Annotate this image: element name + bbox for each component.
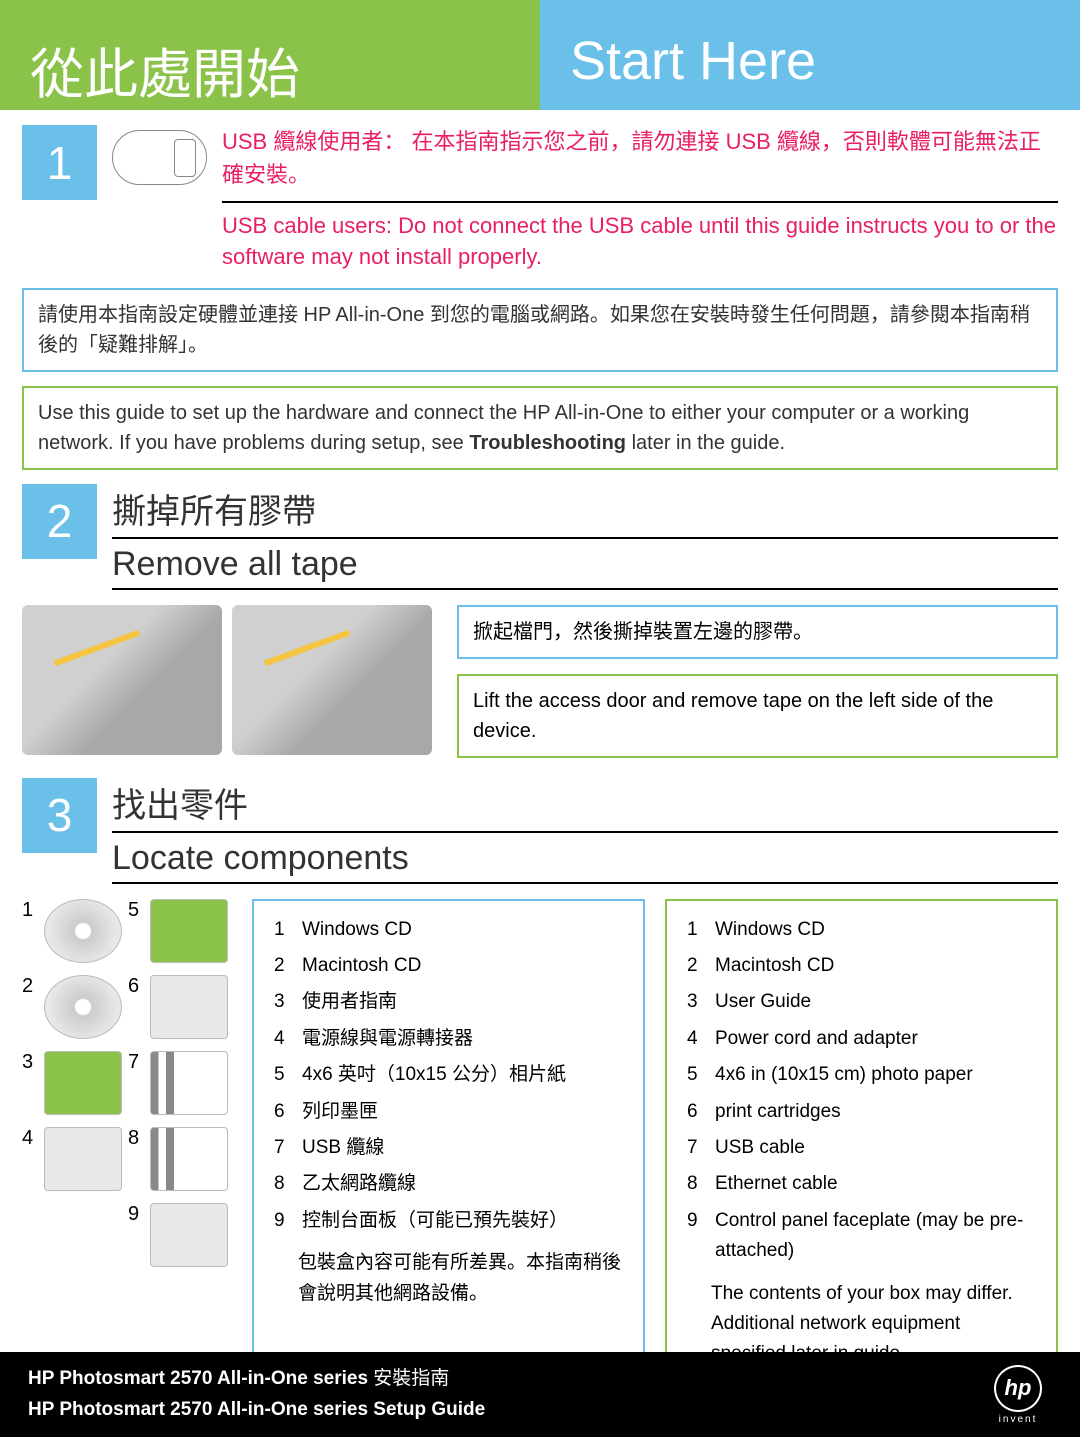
step-2-title-en: Remove all tape bbox=[112, 545, 1058, 590]
footer-line1-bold: HP Photosmart 2570 All-in-One series bbox=[28, 1368, 368, 1389]
comp-zh-text: 列印墨匣 bbox=[302, 1097, 568, 1131]
comp-zh-text: Macintosh CD bbox=[302, 951, 568, 985]
grid-num-7: 7 bbox=[128, 1051, 146, 1074]
comp-en-num: 5 bbox=[687, 1060, 713, 1094]
guide-info-zh: 請使用本指南設定硬體並連接 HP All-in-One 到您的電腦或網路。如果您… bbox=[22, 288, 1058, 372]
comp-zh-text: 乙太網路纜線 bbox=[302, 1169, 568, 1203]
step-3-title-en: Locate components bbox=[112, 839, 1058, 884]
components-list-zh: 1Windows CD2Macintosh CD3使用者指南4電源線與電源轉接器… bbox=[252, 899, 645, 1384]
comp-en-text: Macintosh CD bbox=[715, 951, 1036, 985]
step-1-text: USB 纜線使用者： 在本指南指示您之前，請勿連接 USB 纜線，否則軟體可能無… bbox=[222, 125, 1058, 273]
comp-en-text: 4x6 in (10x15 cm) photo paper bbox=[715, 1060, 1036, 1094]
comp-en-num: 7 bbox=[687, 1133, 713, 1167]
comp-zh-text: 電源線與電源轉接器 bbox=[302, 1024, 568, 1058]
step-3-body: 找出零件 Locate components bbox=[112, 778, 1058, 884]
step-1: 1 USB 纜線使用者： 在本指南指示您之前，請勿連接 USB 纜線，否則軟體可… bbox=[22, 125, 1058, 273]
comp-zh-text: 控制台面板（可能已預先裝好） bbox=[302, 1206, 568, 1240]
step-2: 2 撕掉所有膠帶 Remove all tape bbox=[22, 484, 1058, 590]
header-title-zh: 從此處開始 bbox=[0, 0, 540, 110]
comp-zh-text: 使用者指南 bbox=[302, 987, 568, 1021]
cartridge-icon bbox=[150, 975, 228, 1039]
comp-en-text: Ethernet cable bbox=[715, 1169, 1036, 1203]
footer-line1-zh: 安裝指南 bbox=[368, 1368, 449, 1389]
guide-info-en-b: Troubleshooting bbox=[469, 432, 626, 454]
comp-zh-num: 1 bbox=[274, 915, 300, 949]
tape-instruction-en: Lift the access door and remove tape on … bbox=[457, 674, 1058, 758]
grid-num-5: 5 bbox=[128, 899, 146, 922]
comp-zh-text: USB 纜線 bbox=[302, 1133, 568, 1167]
comp-en-text: User Guide bbox=[715, 987, 1036, 1021]
comp-zh-num: 9 bbox=[274, 1206, 300, 1240]
step-3: 3 找出零件 Locate components bbox=[22, 778, 1058, 884]
comp-zh-num: 5 bbox=[274, 1060, 300, 1094]
user-guide-icon bbox=[44, 1051, 122, 1115]
power-cord-icon bbox=[44, 1127, 122, 1191]
comp-zh-num: 2 bbox=[274, 951, 300, 985]
footer-text: HP Photosmart 2570 All-in-One series 安裝指… bbox=[28, 1364, 485, 1425]
grid-num-9: 9 bbox=[128, 1203, 146, 1226]
usb-cable-icon bbox=[112, 130, 207, 185]
comp-zh-text: 4x6 英吋（10x15 公分）相片紙 bbox=[302, 1060, 568, 1094]
comp-en-num: 2 bbox=[687, 951, 713, 985]
usb-warning-en: USB cable users: Do not connect the USB … bbox=[222, 201, 1058, 273]
comp-en-text: USB cable bbox=[715, 1133, 1036, 1167]
comp-zh-num: 6 bbox=[274, 1097, 300, 1131]
comp-en-num: 4 bbox=[687, 1024, 713, 1058]
footer: HP Photosmart 2570 All-in-One series 安裝指… bbox=[0, 1352, 1080, 1437]
components-grid: 1 5 2 6 3 7 4 8 9 bbox=[22, 899, 232, 1384]
step-number-3: 3 bbox=[22, 778, 97, 853]
hp-logo: hp invent bbox=[984, 1365, 1052, 1425]
windows-cd-icon bbox=[44, 899, 122, 963]
tape-instruction-zh: 掀起檔門，然後撕掉裝置左邊的膠帶。 bbox=[457, 605, 1058, 659]
printer-image-closed bbox=[22, 605, 222, 755]
grid-num-8: 8 bbox=[128, 1127, 146, 1150]
ethernet-cable-icon bbox=[150, 1127, 228, 1191]
content: 1 USB 纜線使用者： 在本指南指示您之前，請勿連接 USB 纜線，否則軟體可… bbox=[0, 110, 1080, 1384]
hp-logo-circle: hp bbox=[994, 1365, 1042, 1412]
grid-num-1: 1 bbox=[22, 899, 40, 922]
comp-en-num: 9 bbox=[687, 1206, 713, 1271]
step-number-2: 2 bbox=[22, 484, 97, 559]
comp-en-num: 3 bbox=[687, 987, 713, 1021]
guide-info-en-c: later in the guide. bbox=[626, 432, 785, 454]
mac-cd-icon bbox=[44, 975, 122, 1039]
comp-zh-num: 7 bbox=[274, 1133, 300, 1167]
comp-zh-text: Windows CD bbox=[302, 915, 568, 949]
step-2-side-text: 掀起檔門，然後撕掉裝置左邊的膠帶。 Lift the access door a… bbox=[457, 605, 1058, 758]
step-2-body: 撕掉所有膠帶 Remove all tape bbox=[112, 484, 1058, 590]
step-3-title-zh: 找出零件 bbox=[112, 778, 1058, 833]
grid-num-4: 4 bbox=[22, 1127, 40, 1150]
comp-en-num: 8 bbox=[687, 1169, 713, 1203]
comp-zh-num: 8 bbox=[274, 1169, 300, 1203]
comp-zh-num: 4 bbox=[274, 1024, 300, 1058]
usb-warning-zh: USB 纜線使用者： 在本指南指示您之前，請勿連接 USB 纜線，否則軟體可能無… bbox=[222, 125, 1058, 191]
faceplate-icon bbox=[150, 1203, 228, 1267]
grid-num-2: 2 bbox=[22, 975, 40, 998]
header: 從此處開始 Start Here bbox=[0, 0, 1080, 110]
components-note-zh: 包裝盒內容可能有所差異。本指南稍後會說明其他網路設備。 bbox=[272, 1248, 625, 1309]
footer-line2: HP Photosmart 2570 All-in-One series Set… bbox=[28, 1395, 485, 1425]
printer-images bbox=[22, 605, 432, 758]
comp-en-text: Power cord and adapter bbox=[715, 1024, 1036, 1058]
comp-en-num: 6 bbox=[687, 1097, 713, 1131]
comp-en-text: print cartridges bbox=[715, 1097, 1036, 1131]
printer-illustration-row: 掀起檔門，然後撕掉裝置左邊的膠帶。 Lift the access door a… bbox=[22, 605, 1058, 758]
header-title-en: Start Here bbox=[540, 0, 1080, 110]
usb-cable-item-icon bbox=[150, 1051, 228, 1115]
grid-num-3: 3 bbox=[22, 1051, 40, 1074]
printer-image-open bbox=[232, 605, 432, 755]
step-number-1: 1 bbox=[22, 125, 97, 200]
comp-zh-num: 3 bbox=[274, 987, 300, 1021]
comp-en-text: Control panel faceplate (may be pre-atta… bbox=[715, 1206, 1036, 1271]
step-2-title-zh: 撕掉所有膠帶 bbox=[112, 484, 1058, 539]
comp-en-text: Windows CD bbox=[715, 915, 1036, 949]
components-area: 1 5 2 6 3 7 4 8 9 1Windows CD2Macintosh … bbox=[22, 899, 1058, 1384]
grid-num-6: 6 bbox=[128, 975, 146, 998]
guide-info-en: Use this guide to set up the hardware an… bbox=[22, 386, 1058, 470]
components-list-en: 1Windows CD2Macintosh CD3User Guide4Powe… bbox=[665, 899, 1058, 1384]
photo-paper-icon bbox=[150, 899, 228, 963]
comp-en-num: 1 bbox=[687, 915, 713, 949]
hp-invent-text: invent bbox=[999, 1414, 1038, 1425]
